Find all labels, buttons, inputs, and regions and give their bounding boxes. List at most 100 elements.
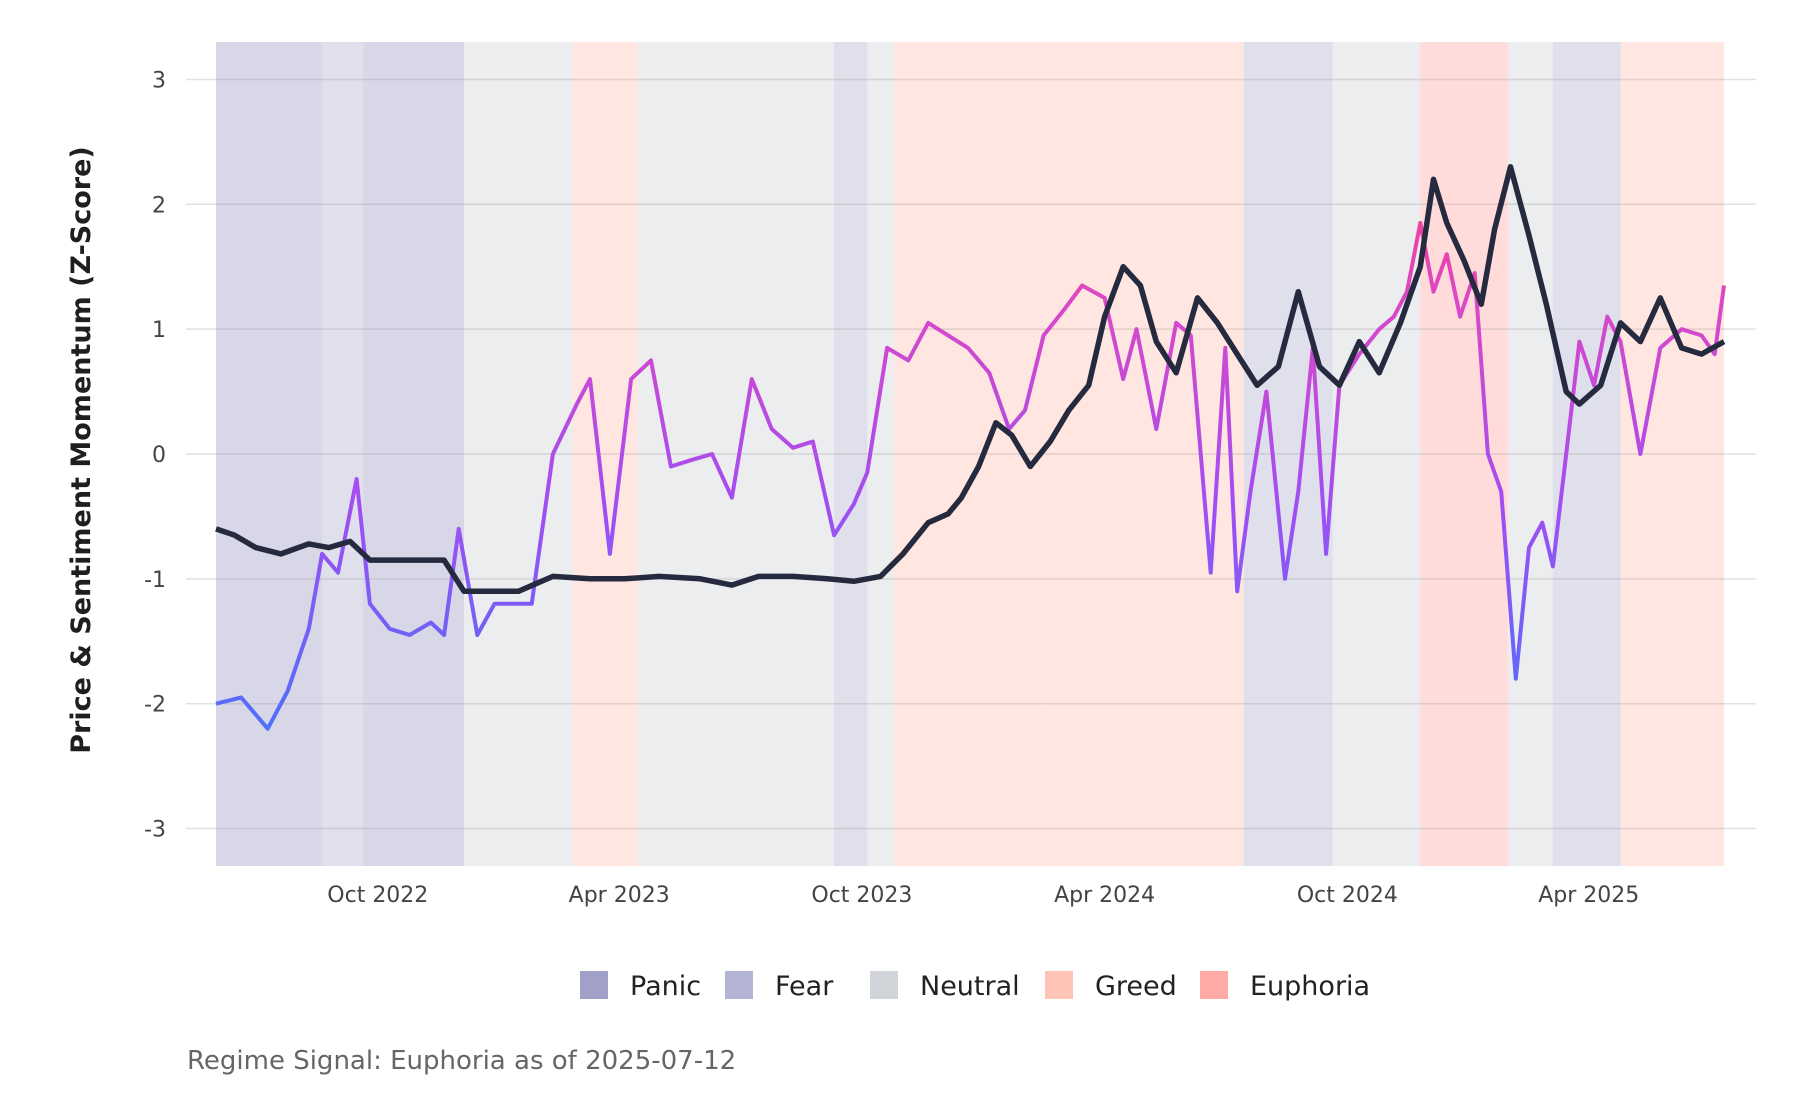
regime-band-greed [572, 42, 638, 866]
sentiment-point [240, 696, 243, 699]
x-tick-label: Oct 2022 [327, 883, 428, 908]
legend-label-greed: Greed [1095, 971, 1177, 1002]
price-point [1277, 365, 1280, 368]
sentiment-point [1578, 340, 1581, 343]
sentiment-point [1500, 490, 1503, 493]
sentiment-point [630, 378, 633, 381]
price-point [517, 590, 520, 593]
price-point [1236, 353, 1239, 356]
sentiment-point [1338, 384, 1341, 387]
price-point [1122, 265, 1125, 268]
sentiment-point [1459, 315, 1462, 318]
sentiment-point [886, 346, 889, 349]
y-tick-label: -1 [144, 568, 166, 593]
price-point [1432, 178, 1435, 181]
price-point [1358, 340, 1361, 343]
sentiment-point [730, 496, 733, 499]
price-point [994, 421, 997, 424]
sentiment-point [1445, 253, 1448, 256]
regime-band-fear [1552, 42, 1621, 866]
legend: Panic Fear Neutral Greed Euphoria [580, 971, 1370, 1002]
price-point [730, 584, 733, 587]
price-point [1480, 303, 1483, 306]
regime-band-neutral [1332, 42, 1421, 866]
price-point [977, 465, 980, 468]
sentiment-point [368, 602, 371, 605]
sentiment-point [1062, 309, 1065, 312]
regime-band-panic [363, 42, 465, 866]
price-point [1619, 321, 1622, 324]
sentiment-point [1639, 453, 1642, 456]
sentiment-point [1713, 353, 1716, 356]
sentiment-point [927, 321, 930, 324]
sentiment-point [517, 602, 520, 605]
sentiment-point [791, 446, 794, 449]
price-point [254, 546, 257, 549]
sentiment-point [355, 477, 358, 480]
price-point [1639, 340, 1642, 343]
price-point [826, 577, 829, 580]
sentiment-point [530, 602, 533, 605]
price-point [1029, 465, 1032, 468]
sentiment-point [1406, 290, 1409, 293]
price-point [1528, 234, 1531, 237]
regime-band-fear [322, 42, 364, 866]
price-point [1297, 290, 1300, 293]
price-momentum-line [215, 164, 1726, 595]
sentiment-point [429, 621, 432, 624]
price-point [279, 552, 282, 555]
sentiment-point [1081, 284, 1084, 287]
sentiment-point [1514, 677, 1517, 680]
price-point [423, 559, 426, 562]
price-point [368, 559, 371, 562]
sentiment-point [1189, 334, 1192, 337]
price-point [348, 540, 351, 543]
sentiment-point [1528, 546, 1531, 549]
price-point [1545, 303, 1548, 306]
price-point [1578, 403, 1581, 406]
price-point [657, 575, 660, 578]
price-point [960, 496, 963, 499]
y-tick-label: 1 [152, 318, 166, 343]
sentiment-point [1297, 490, 1300, 493]
price-point [1659, 296, 1662, 299]
sentiment-point [388, 627, 391, 630]
legend-label-fear: Fear [775, 971, 834, 1002]
sentiment-point [575, 403, 578, 406]
y-axis-title: Price & Sentiment Momentum (Z-Score) [66, 146, 97, 754]
regime-bands [216, 42, 1724, 866]
price-point [1723, 340, 1726, 343]
price-point [1067, 409, 1070, 412]
price-point [233, 534, 236, 537]
sentiment-point [947, 334, 950, 337]
sentiment-point [1155, 428, 1158, 431]
sentiment-point [1008, 428, 1011, 431]
legend-label-euphoria: Euphoria [1250, 971, 1370, 1002]
price-point [395, 559, 398, 562]
sentiment-point [1265, 390, 1268, 393]
sentiment-point [321, 552, 324, 555]
x-tick-labels: Oct 2022 Apr 2023 Oct 2023 Apr 2024 Oct 2024… [327, 883, 1639, 908]
price-point [791, 575, 794, 578]
price-point [757, 575, 760, 578]
price-point [1700, 353, 1703, 356]
regime-caption: Regime Signal: Euphoria as of 2025-07-12 [187, 1046, 736, 1076]
sentiment-point [1486, 453, 1489, 456]
sentiment-point [608, 552, 611, 555]
price-point [1155, 340, 1158, 343]
sentiment-point [1122, 378, 1125, 381]
sentiment-point [770, 428, 773, 431]
price-point [551, 575, 554, 578]
sentiment-point [1392, 315, 1395, 318]
sentiment-point [1224, 346, 1227, 349]
legend-swatch-panic [580, 971, 608, 999]
price-point [1399, 321, 1402, 324]
price-point [1599, 384, 1602, 387]
sentiment-point [1565, 453, 1568, 456]
sentiment-point [1103, 296, 1106, 299]
x-tick-label: Apr 2023 [569, 883, 670, 908]
sentiment-point [1325, 552, 1328, 555]
sentiment-point [1042, 334, 1045, 337]
sentiment-point [711, 453, 714, 456]
